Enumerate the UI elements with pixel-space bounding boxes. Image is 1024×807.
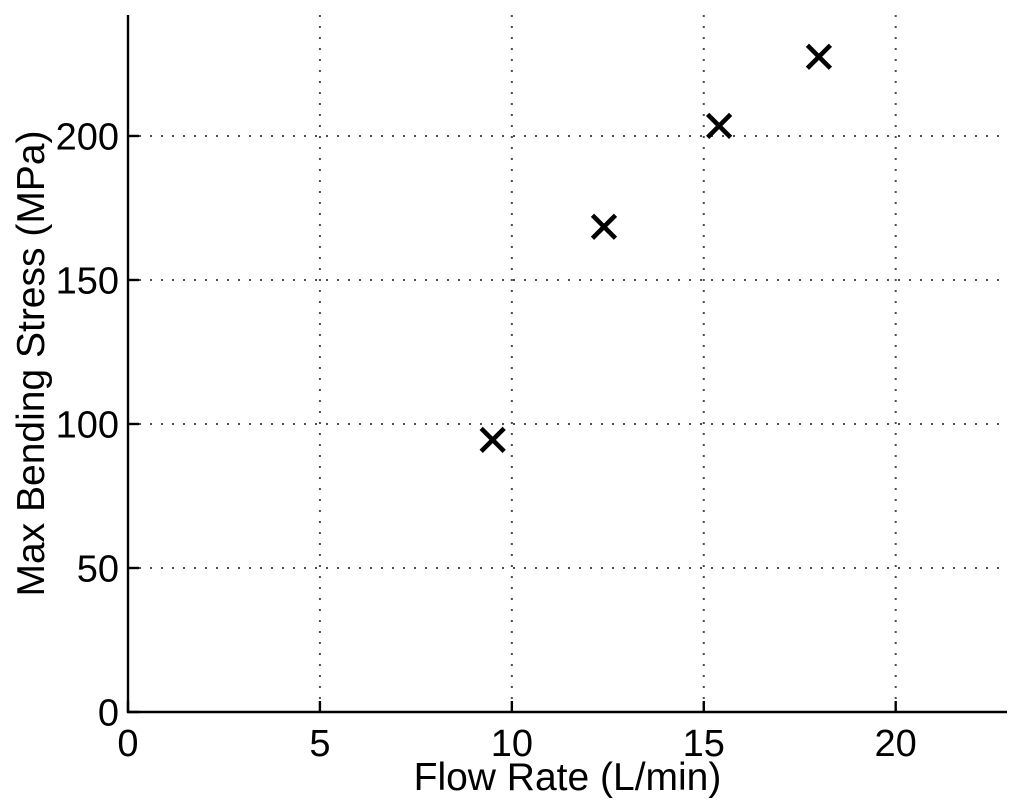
x-tick-label: 20 [875, 723, 917, 765]
x-marker [590, 213, 618, 240]
y-tick-label: 0 [98, 693, 119, 735]
y-axis-label: Max Bending Stress (MPa) [10, 130, 53, 596]
x-marker-stroke [805, 43, 833, 70]
y-tick-label: 50 [77, 549, 119, 591]
y-tick-label: 200 [56, 117, 119, 159]
x-marker [479, 426, 506, 453]
x-marker-stroke [705, 112, 733, 140]
axis-lines [126, 15, 1007, 714]
x-tick-label: 5 [309, 723, 330, 765]
x-tick-label: 10 [491, 723, 533, 765]
x-marker-stroke [479, 426, 506, 453]
data-markers [479, 43, 833, 453]
x-tick-label: 0 [117, 723, 138, 765]
axis-ticks [126, 134, 897, 714]
x-marker-stroke [590, 213, 618, 240]
x-axis-label: Flow Rate (L/min) [414, 756, 722, 799]
y-tick-label: 100 [56, 405, 119, 447]
axes [126, 15, 1007, 714]
x-marker [805, 43, 833, 70]
y-tick-label: 150 [56, 261, 119, 303]
gridlines [128, 15, 1007, 712]
x-tick-label: 15 [683, 723, 725, 765]
x-marker [705, 112, 733, 140]
